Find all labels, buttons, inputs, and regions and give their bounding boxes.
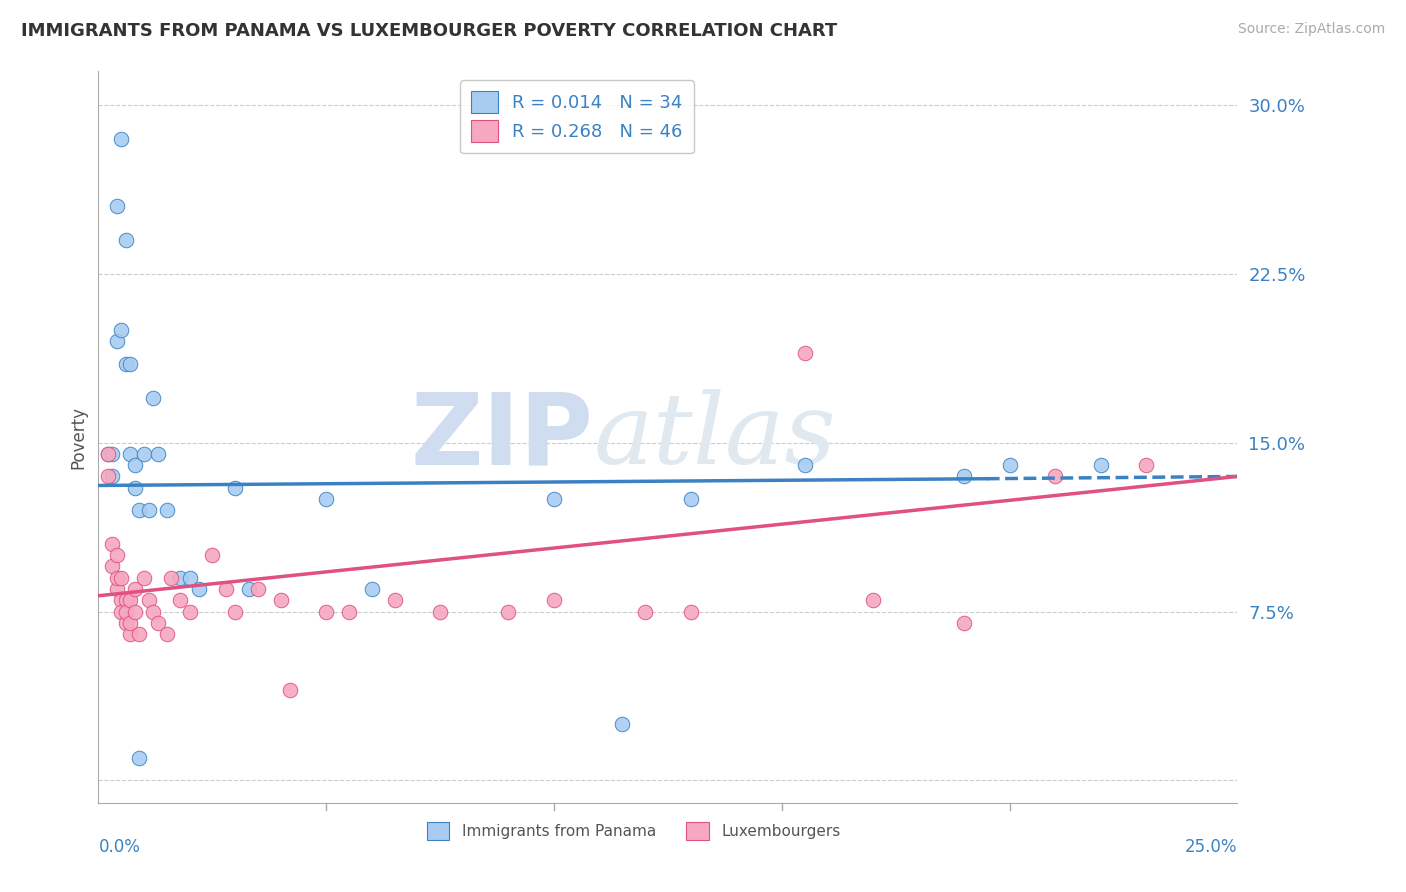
Point — [114, 593, 136, 607]
Point — [793, 345, 815, 359]
Point — [953, 615, 976, 630]
Text: IMMIGRANTS FROM PANAMA VS LUXEMBOURGER POVERTY CORRELATION CHART: IMMIGRANTS FROM PANAMA VS LUXEMBOURGER P… — [21, 22, 838, 40]
Point — [101, 537, 124, 551]
Point — [278, 683, 301, 698]
Point — [142, 391, 165, 405]
Point — [498, 605, 520, 619]
Point — [114, 357, 136, 371]
Point — [179, 571, 201, 585]
Point — [110, 323, 132, 337]
Text: 25.0%: 25.0% — [1185, 838, 1237, 856]
Legend: Immigrants from Panama, Luxembourgers: Immigrants from Panama, Luxembourgers — [420, 815, 846, 847]
Point — [120, 615, 142, 630]
Point — [138, 503, 160, 517]
Point — [543, 491, 565, 506]
Point — [110, 571, 132, 585]
Point — [132, 571, 155, 585]
Point — [337, 605, 360, 619]
Point — [124, 481, 146, 495]
Point — [146, 447, 169, 461]
Point — [124, 582, 146, 596]
Point — [224, 481, 246, 495]
Text: 0.0%: 0.0% — [98, 838, 141, 856]
Point — [124, 458, 146, 473]
Point — [114, 615, 136, 630]
Point — [96, 469, 118, 483]
Point — [124, 605, 146, 619]
Point — [270, 593, 292, 607]
Point — [160, 571, 183, 585]
Point — [1043, 469, 1066, 483]
Point — [128, 751, 150, 765]
Point — [315, 491, 337, 506]
Point — [114, 605, 136, 619]
Point — [110, 593, 132, 607]
Point — [105, 582, 128, 596]
Point — [187, 582, 209, 596]
Point — [224, 605, 246, 619]
Point — [132, 447, 155, 461]
Point — [96, 447, 118, 461]
Point — [120, 627, 142, 641]
Point — [238, 582, 260, 596]
Point — [953, 469, 976, 483]
Point — [246, 582, 269, 596]
Point — [429, 605, 451, 619]
Point — [315, 605, 337, 619]
Point — [1090, 458, 1112, 473]
Point — [201, 548, 224, 562]
Point — [169, 571, 191, 585]
Point — [156, 627, 179, 641]
Point — [128, 503, 150, 517]
Point — [105, 571, 128, 585]
Point — [138, 593, 160, 607]
Point — [120, 357, 142, 371]
Text: Source: ZipAtlas.com: Source: ZipAtlas.com — [1237, 22, 1385, 37]
Point — [101, 559, 124, 574]
Point — [105, 334, 128, 349]
Point — [793, 458, 815, 473]
Point — [156, 503, 179, 517]
Text: ZIP: ZIP — [411, 389, 593, 485]
Point — [105, 199, 128, 213]
Point — [179, 605, 201, 619]
Point — [146, 615, 169, 630]
Point — [862, 593, 884, 607]
Point — [543, 593, 565, 607]
Point — [120, 593, 142, 607]
Point — [215, 582, 238, 596]
Point — [105, 548, 128, 562]
Point — [634, 605, 657, 619]
Text: atlas: atlas — [593, 390, 837, 484]
Point — [96, 447, 118, 461]
Point — [142, 605, 165, 619]
Point — [101, 469, 124, 483]
Y-axis label: Poverty: Poverty — [69, 406, 87, 468]
Point — [110, 605, 132, 619]
Point — [679, 605, 702, 619]
Point — [384, 593, 406, 607]
Point — [612, 717, 634, 731]
Point — [169, 593, 191, 607]
Point — [128, 627, 150, 641]
Point — [1135, 458, 1157, 473]
Point — [114, 233, 136, 247]
Point — [120, 447, 142, 461]
Point — [998, 458, 1021, 473]
Point — [679, 491, 702, 506]
Point — [360, 582, 382, 596]
Point — [101, 447, 124, 461]
Point — [110, 132, 132, 146]
